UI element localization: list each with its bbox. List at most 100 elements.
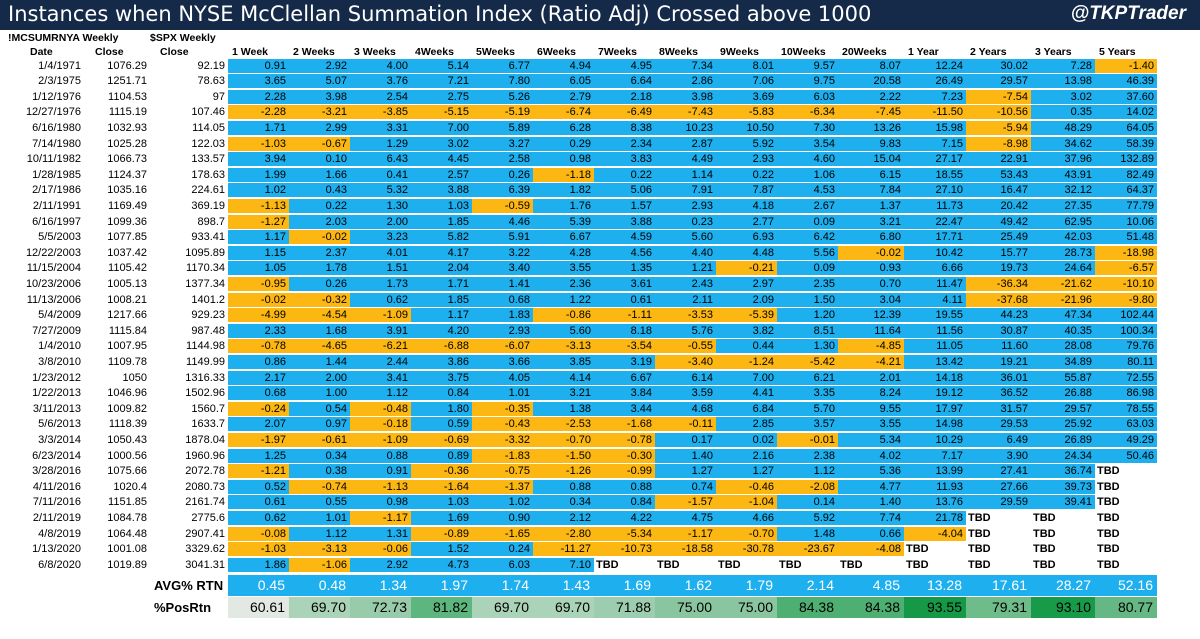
date-cell: 1/13/2020 [32,543,81,556]
return-cell: 4.14 [533,370,594,385]
return-cell: 4.02 [838,448,904,463]
return-cell: 3.27 [472,136,533,151]
return-cell: 2.85 [716,417,777,432]
return-cell: 0.88 [350,448,411,463]
tbd-cell: TBD [716,557,777,572]
return-cell: -4.99 [228,308,289,323]
return-cell: 0.89 [411,448,472,463]
mcsum-close-cell: 1019.89 [107,558,147,571]
return-cell: 32.12 [1031,183,1095,198]
tbd-cell: TBD [655,557,716,572]
return-cell: 0.68 [228,386,289,401]
avg-return-cell: 0.48 [289,574,350,596]
return-cell: 11.60 [966,339,1031,354]
return-cell: 3.54 [777,136,838,151]
return-cell: 1.40 [838,495,904,510]
mcsum-close-cell: 1118.39 [108,418,147,431]
return-cell: 6.21 [777,370,838,385]
return-cell: 37.96 [1031,152,1095,167]
return-cell: 4.45 [411,152,472,167]
return-cell: 1.85 [411,292,472,307]
return-cell: 0.98 [350,495,411,510]
return-cell: 7.23 [904,89,966,104]
return-cell: 1.31 [350,526,411,541]
return-cell: 39.41 [1031,495,1095,510]
return-cell: 2.17 [228,370,289,385]
return-cell: 3.98 [289,89,350,104]
return-cell: 19.12 [904,386,966,401]
return-cell: 37.60 [1095,89,1157,104]
return-cell: 14.18 [904,370,966,385]
return-cell: 0.90 [472,510,533,525]
return-cell: 79.76 [1095,339,1157,354]
return-cell: 3.75 [411,370,472,385]
return-cell: 13.42 [904,354,966,369]
return-cell: 34.89 [1031,354,1095,369]
mcsum-close-cell: 1050 [122,371,147,384]
return-cell: 5.76 [655,323,716,338]
return-cell: 4.22 [594,510,655,525]
return-cell: 2.79 [533,89,594,104]
return-cell: 4.60 [777,152,838,167]
spx-close-cell: 2161.74 [185,496,225,509]
spx-close-cell: 1633.7 [191,418,225,431]
mcsum-close-cell: 1001.08 [107,543,147,556]
return-cell: 6.84 [716,401,777,416]
return-cell: -6.34 [777,105,838,120]
avg-return-cell: 1.79 [716,574,777,596]
return-cell: 63.03 [1095,417,1157,432]
return-cell: 4.94 [533,58,594,73]
return-cell: -1.57 [655,495,716,510]
return-cell: 7.87 [716,183,777,198]
return-cell: 3.57 [777,417,838,432]
return-cell: 0.29 [533,136,594,151]
return-cell: -5.94 [966,120,1031,135]
return-cell: 24.34 [1031,448,1095,463]
return-cell: 2.43 [655,276,716,291]
mcsum-close-cell: 1050.43 [107,433,147,446]
return-cell: 1.14 [655,167,716,182]
return-cell: 6.28 [533,120,594,135]
return-cell: 5.26 [472,89,533,104]
return-cell: -4.65 [289,339,350,354]
return-cell: 1.03 [411,198,472,213]
return-cell: 3.94 [228,152,289,167]
tbd-cell: TBD [777,557,838,572]
return-cell: -11.27 [533,542,594,557]
mcsum-close-cell: 1009.82 [107,402,147,415]
column-header: 2 Weeks [293,46,335,58]
pos-return-label: %PosRtn [154,599,212,615]
return-cell: -7.54 [966,89,1031,104]
avg-return-cell: 4.85 [838,574,904,596]
return-cell: -5.34 [594,526,655,541]
return-cell: -0.01 [777,432,838,447]
return-cell: 2.86 [655,74,716,89]
return-cell: -3.40 [655,354,716,369]
spx-close-cell: 2072.78 [185,465,225,478]
return-cell: -0.06 [350,542,411,557]
date-cell: 7/11/2016 [32,496,81,509]
return-cell: 2.38 [777,448,838,463]
return-cell: 14.98 [904,417,966,432]
date-cell: 12/22/2003 [25,246,81,259]
return-cell: 3.69 [716,89,777,104]
return-cell: -1.17 [350,510,411,525]
return-cell: 86.98 [1095,386,1157,401]
return-cell: -0.46 [716,479,777,494]
return-cell: 2.03 [289,214,350,229]
return-cell: 1.83 [472,308,533,323]
mcsum-close-cell: 1217.66 [107,309,147,322]
column-header: 6Weeks [537,46,576,58]
return-cell: 2.11 [655,292,716,307]
return-cell: 10.42 [904,245,966,260]
return-cell: 4.01 [350,245,411,260]
return-cell: 0.14 [777,495,838,510]
return-cell: 7.34 [655,58,716,73]
return-cell: 7.15 [904,136,966,151]
return-cell: 58.39 [1095,136,1157,151]
return-cell: 4.73 [411,557,472,572]
return-cell: 8.18 [594,323,655,338]
date-cell: 3/28/2016 [32,465,81,478]
tbd-cell: TBD [1031,510,1095,525]
return-cell: 1.30 [777,339,838,354]
